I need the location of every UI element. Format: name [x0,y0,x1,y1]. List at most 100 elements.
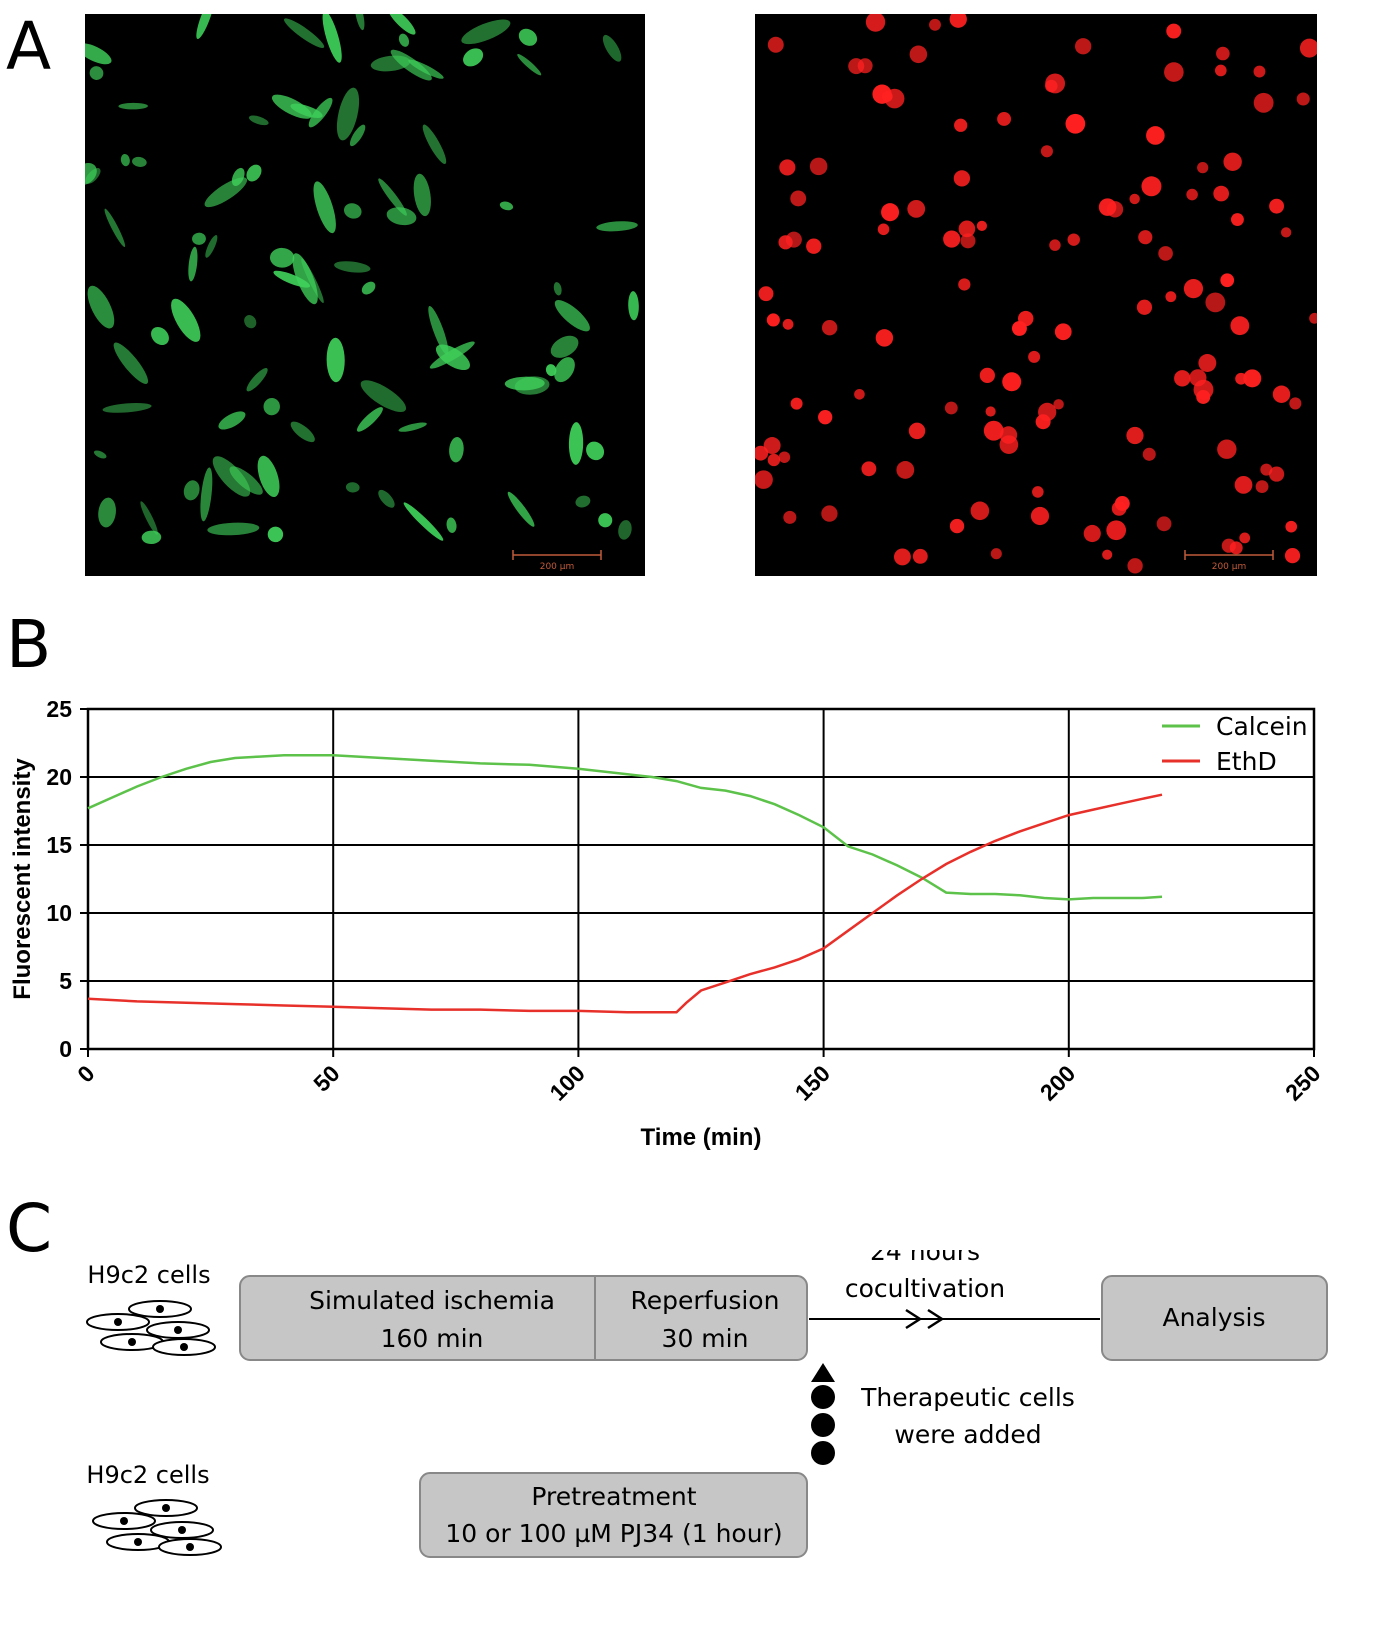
x-axis-label: Time (min) [641,1124,762,1151]
nucleus-blob [1028,350,1041,363]
cell-blob [85,162,97,185]
cell-blob [132,156,147,167]
nucleus-blob [1289,397,1302,410]
cell-blob [113,342,149,384]
dot-icon [811,1413,835,1437]
cell-blob [378,489,395,508]
panel-label-c: C [6,1190,53,1267]
nucleus-blob [912,548,928,564]
cell-blob [575,495,591,508]
nucleus-blob [983,420,1004,441]
nucleus-blob [1166,23,1182,39]
nucleus-blob [1164,62,1184,82]
cell-blob [85,43,112,65]
cell-blob [120,153,130,167]
cell-blob [313,181,336,234]
nucleus-blob [1146,126,1165,145]
calcein-micrograph: 200 µm [85,14,645,576]
cell-blob [554,357,575,383]
cell-blob [553,282,562,296]
cell-blob [205,235,218,258]
cell-blob [518,28,538,46]
nucleus-blob [865,14,886,32]
x-tick-label: 100 [544,1060,590,1106]
nucleus-blob [949,518,965,534]
nucleus-blob [1269,198,1285,214]
cell-blob [207,522,260,536]
cell-blob [602,34,622,62]
nucleus-blob [929,18,941,31]
cell-blob [361,281,376,295]
cell-blob [151,326,169,346]
nucleus-blob [821,320,838,336]
nucleus-blob [1299,38,1317,58]
x-tick-label: 0 [72,1060,99,1087]
cell-blob [308,97,333,128]
panel-label-b: B [6,606,52,683]
nucleus-blob [958,278,971,291]
cell-blob [550,335,579,358]
nucleus-blob [1221,538,1236,553]
x-tick-label: 50 [308,1060,344,1096]
nucleus-blob [881,90,893,102]
nucleus-blob [1234,475,1253,494]
nucleus-blob [1217,439,1237,459]
nucleus-blob [1253,92,1274,113]
x-tick-label: 150 [790,1060,836,1106]
nucleus-blob [1002,372,1022,392]
pretreatment-label: Pretreatment [531,1482,696,1511]
nucleus-blob [1074,38,1092,55]
nucleus-blob [1106,520,1127,541]
cell-blob [322,14,342,63]
top-cells-label: H9c2 cells [87,1261,210,1289]
nucleus-blob [806,238,822,254]
nucleus-blob [1174,370,1191,387]
nucleus-blob [785,231,802,248]
cell-blob [386,207,417,226]
ethd-micrograph: 200 µm [755,14,1317,576]
nucleus-blob [1272,385,1291,403]
y-tick-label: 10 [46,900,72,926]
y-axis-label: Fluorescent intensity [9,758,36,1000]
nucleus-blob [990,548,1002,560]
cell-blob [463,48,484,67]
nucleus-blob [1284,547,1301,564]
nucleus-blob [821,505,838,522]
panel-label-a: A [6,8,52,85]
bottom-cells-label: H9c2 cells [86,1461,209,1489]
y-tick-label: 20 [46,764,72,790]
nucleus-blob [1216,46,1230,61]
nucleus-blob [783,510,797,524]
cell-blob [428,305,449,355]
nucleus-blob [1243,369,1262,388]
nucleus-blob [758,286,774,302]
cell-blob [188,246,198,282]
nucleus-blob [1038,402,1057,422]
cell-blob [141,530,162,545]
nucleus-blob [954,118,968,132]
cell-cluster-icon [92,1499,222,1556]
nucleus-blob [1285,520,1298,533]
nucleus-blob [907,199,926,218]
cell-blob [271,94,312,119]
series-line-ethd [87,793,1163,1014]
nucleus-blob [778,451,791,463]
nucleus-blob [1223,152,1242,171]
cell-blob [507,491,535,527]
nucleus-blob [979,367,995,384]
analysis-label: Analysis [1162,1303,1265,1332]
nucleus-blob [857,58,873,74]
analysis-box [1101,1275,1328,1361]
cell-blob [461,19,511,45]
nucleus-blob [1231,213,1244,226]
cell-blob [554,300,590,332]
cell-blob [140,501,158,535]
plot-frame [86,707,1316,1051]
nucleus-blob [1213,185,1230,202]
nucleus-blob [1186,188,1198,201]
nucleus-blob [767,453,781,467]
nucleus-blob [985,406,996,417]
nucleus-blob [893,548,911,566]
nucleus-blob [767,36,784,53]
nucleus-blob [1127,558,1143,574]
